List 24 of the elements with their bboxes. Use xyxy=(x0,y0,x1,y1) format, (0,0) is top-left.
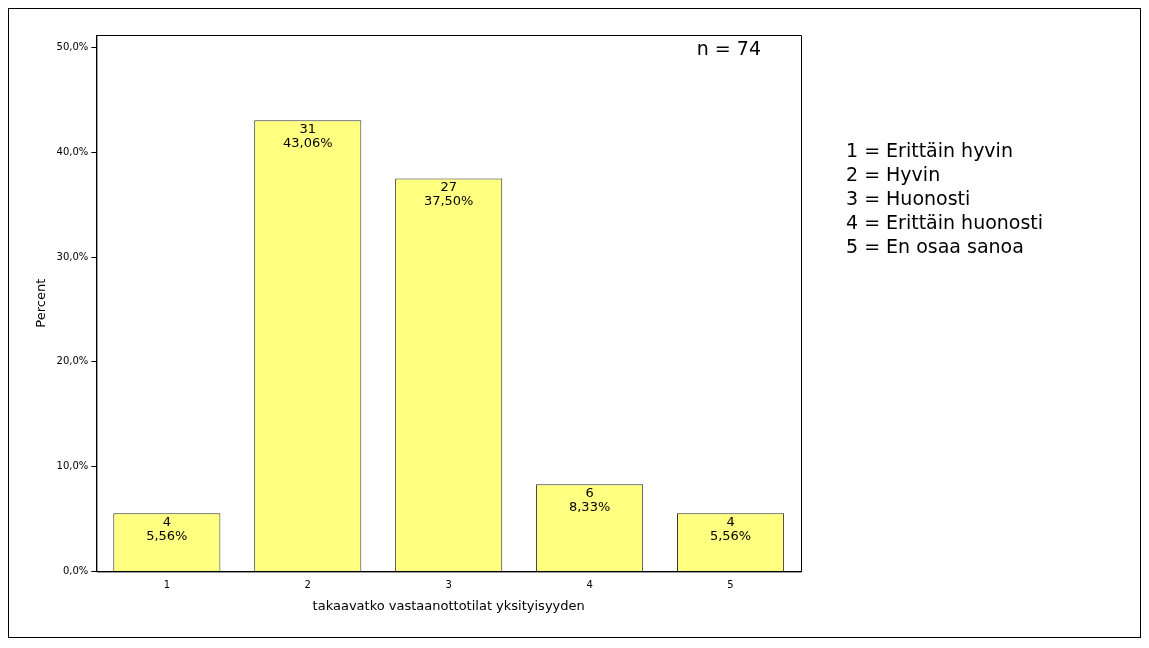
x-axis-title: takaavatko vastaanottotilat yksityisyyden xyxy=(312,597,585,613)
x-tick-label: 1 xyxy=(163,578,171,590)
x-tick-label: 2 xyxy=(304,578,311,590)
y-tick-label: 50,0% xyxy=(56,41,89,53)
text: 1 = Erittäin hyvin xyxy=(846,139,1013,162)
annotation: n = 74 xyxy=(696,37,761,60)
y-tick-label: 10,0% xyxy=(56,460,89,472)
text: 2 = Hyvin xyxy=(846,163,941,186)
y-tick-label: 30,0% xyxy=(56,250,89,262)
data-label: 31 43,06% xyxy=(282,121,333,151)
y-tick-label: 20,0% xyxy=(56,355,89,367)
data-label: 27 37,50% xyxy=(423,179,474,209)
x-tick-label: 4 xyxy=(586,578,593,590)
y-axis-title: Percent xyxy=(33,278,49,328)
y-tick-label: 40,0% xyxy=(56,145,89,157)
data-label: 4 5,56% xyxy=(146,514,188,544)
x-tick-label: 3 xyxy=(445,578,452,590)
text: 4 = Erittäin huonosti xyxy=(846,211,1044,234)
text: 5 = En osaa sanoa xyxy=(846,235,1024,258)
text: 3 = Huonosti xyxy=(846,187,971,210)
data-label: 4 5,56% xyxy=(709,514,752,544)
data-label: 6 8,33% xyxy=(568,485,611,515)
x-tick-label: 5 xyxy=(727,578,734,590)
y-tick-label: 0,0% xyxy=(62,564,89,576)
